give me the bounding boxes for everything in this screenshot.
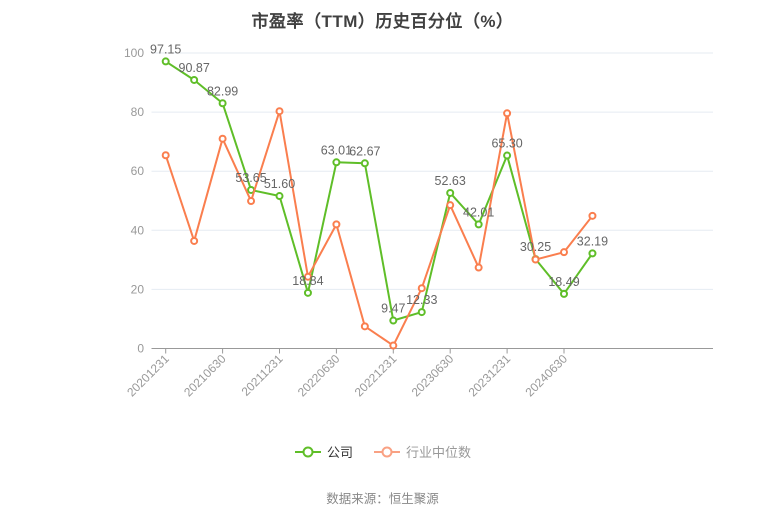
data-point-label: 42.01 <box>463 205 494 219</box>
data-point[interactable] <box>303 288 312 297</box>
y-axis-label: 40 <box>131 223 145 237</box>
x-axis-label: 20221231 <box>352 351 400 399</box>
data-point-label: 62.67 <box>349 144 380 158</box>
x-axis-label: 20201231 <box>124 351 172 399</box>
data-point[interactable] <box>417 308 426 317</box>
data-point[interactable] <box>389 341 398 350</box>
data-point[interactable] <box>560 248 568 257</box>
data-point[interactable] <box>332 220 341 229</box>
data-point[interactable] <box>531 255 540 264</box>
x-axis-label: 20220630 <box>295 351 343 399</box>
data-point-label: 9.47 <box>381 302 405 316</box>
data-point[interactable] <box>190 75 199 84</box>
data-point-label: 90.87 <box>179 61 210 75</box>
x-axis-label: 20210630 <box>181 351 229 399</box>
data-point[interactable] <box>389 316 398 325</box>
data-point[interactable] <box>503 109 512 118</box>
y-axis-label: 60 <box>131 164 145 178</box>
y-axis-label: 0 <box>137 342 144 356</box>
data-point[interactable] <box>332 158 341 167</box>
data-source-note: 数据来源：恒生聚源 <box>326 492 439 506</box>
data-point[interactable] <box>588 211 597 220</box>
legend-item-company[interactable]: 公司 <box>294 442 353 461</box>
data-point[interactable] <box>161 57 170 66</box>
legend: 公司 行业中位数 <box>0 442 765 461</box>
data-point[interactable] <box>161 151 170 160</box>
x-axis-label: 20230630 <box>409 351 457 399</box>
data-point[interactable] <box>218 99 227 108</box>
legend-item-industry-median[interactable]: 行业中位数 <box>373 442 471 461</box>
data-point[interactable] <box>247 197 256 206</box>
data-point-label: 63.01 <box>321 143 352 157</box>
data-point[interactable] <box>503 151 512 160</box>
data-point-label: 30.25 <box>520 240 551 254</box>
data-point-label: 18.84 <box>292 274 323 288</box>
legend-marker-company-icon <box>294 446 321 457</box>
data-point-label: 18.49 <box>548 275 579 289</box>
data-point[interactable] <box>303 272 312 281</box>
data-point-label: 12.33 <box>406 293 437 307</box>
data-point-label: 51.60 <box>264 177 295 191</box>
y-axis-label: 20 <box>131 282 145 296</box>
y-axis-label: 100 <box>124 46 144 60</box>
y-axis-label: 80 <box>131 105 145 119</box>
x-axis-label: 20211231 <box>239 351 286 398</box>
data-point-label: 32.19 <box>577 234 608 248</box>
data-point[interactable] <box>360 159 369 168</box>
data-point-label: 65.30 <box>491 137 522 151</box>
data-point[interactable] <box>275 107 284 116</box>
data-point[interactable] <box>474 263 483 272</box>
data-point[interactable] <box>218 134 227 143</box>
x-axis-label: 20240630 <box>522 351 570 399</box>
data-point-label: 97.15 <box>150 42 181 56</box>
data-point-label: 53.65 <box>235 171 266 185</box>
series-line-行业中位数 <box>164 110 594 347</box>
data-point[interactable] <box>446 201 455 210</box>
data-point[interactable] <box>588 249 597 258</box>
data-point[interactable] <box>417 284 426 293</box>
data-point[interactable] <box>446 188 455 197</box>
data-point[interactable] <box>360 322 369 331</box>
data-point[interactable] <box>560 289 568 298</box>
data-point[interactable] <box>275 192 284 201</box>
data-point[interactable] <box>190 236 199 245</box>
legend-marker-industry-icon <box>374 446 400 457</box>
data-point[interactable] <box>474 220 483 229</box>
data-point-label: 52.63 <box>435 174 466 188</box>
legend-label-industry-median: 行业中位数 <box>406 445 472 460</box>
chart-title: 市盈率（TTM）历史百分位（%） <box>251 12 514 31</box>
data-point-label: 82.99 <box>207 84 238 98</box>
legend-label-company: 公司 <box>326 445 353 460</box>
series-line-公司 <box>165 60 594 322</box>
x-axis-label: 20231231 <box>466 351 514 399</box>
